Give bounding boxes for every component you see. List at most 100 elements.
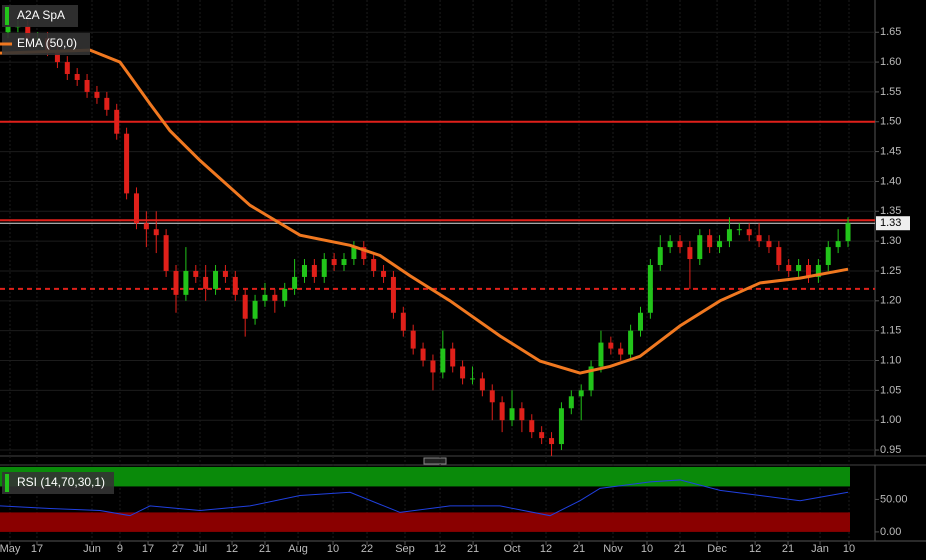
candle-body [766,241,772,248]
y-tick-label: 1.30 [880,235,901,247]
x-tick-label: Jul [193,543,207,555]
candle-body [84,79,90,92]
candle-body [726,229,732,242]
candle-body [54,50,60,63]
x-tick-label: 21 [259,543,271,555]
rsi-line [0,479,849,517]
candle-body [242,294,248,319]
candle-body [499,402,505,421]
y-tick-label: 1.25 [880,265,901,277]
candle-body [381,270,387,277]
candle-body [677,241,683,248]
candle-body [657,247,663,266]
candle-body [430,360,436,373]
candle-body [163,235,169,271]
candle-body [400,312,406,331]
candle-body [578,390,584,397]
candle-body [687,247,693,260]
candle-body [825,247,831,266]
y-tick-label: 1.50 [880,116,901,128]
candle-body [539,432,545,439]
x-tick-label: Jan [811,543,829,555]
legend-label: A2A SpA [17,8,65,22]
y-tick-label: 0.00 [880,526,901,538]
candle-body [173,270,179,295]
candle-body [321,259,327,277]
x-tick-label: 21 [467,543,479,555]
legend-icon [5,7,9,25]
candle-body [124,133,130,194]
candle-body [647,265,653,313]
y-tick-label: 1.00 [880,414,901,426]
x-tick-label: Sep [395,543,415,555]
y-tick-label: 1.05 [880,384,901,396]
ema-line [0,48,849,375]
candle-body [311,265,317,277]
candle-body [588,366,594,391]
candle-body [232,276,238,295]
legend-icon [5,474,9,492]
candle-body [697,235,703,260]
x-tick-label: 17 [31,543,43,555]
candle-body [667,241,673,248]
candle-body [222,270,228,277]
legend-label: EMA (50,0) [17,36,77,50]
candle-body [628,330,634,355]
y-tick-label: 1.60 [880,56,901,68]
candle-body [193,270,199,277]
x-tick-label: 9 [117,543,123,555]
x-tick-label: 12 [434,543,446,555]
candle-body [104,97,110,110]
candle-body [371,259,377,271]
x-tick-label: 21 [782,543,794,555]
candle-body [410,330,416,349]
candle-body [25,26,31,39]
candle-body [361,247,367,260]
candle-body [262,294,268,301]
x-tick-label: 27 [172,543,184,555]
y-tick-label: 1.55 [880,86,901,98]
x-tick-label: 12 [749,543,761,555]
candle-body [183,270,189,295]
candle-body [519,408,525,421]
candle-body [252,300,258,319]
x-tick-label: 12 [540,543,552,555]
candle-body [460,366,466,379]
candle-body [450,348,456,367]
candle-body [618,348,624,355]
candle-body [114,109,120,134]
candle-body [64,62,70,75]
legend-box [2,5,78,27]
candle-body [549,438,555,445]
candle-body [756,235,762,242]
x-tick-label: 10 [641,543,653,555]
candle-body [282,288,288,301]
x-tick-label: 10 [843,543,855,555]
x-tick-label: 22 [361,543,373,555]
x-tick-label: 17 [142,543,154,555]
candle-body [292,276,298,289]
candle-body [272,294,278,301]
candle-body [776,247,782,266]
candle-body [341,259,347,266]
x-tick-label: Oct [503,543,520,555]
y-tick-label: 1.15 [880,325,901,337]
candle-body [5,26,11,33]
panel-resize-handle[interactable] [423,457,447,465]
candle-body [845,223,851,242]
x-tick-label: 12 [226,543,238,555]
candle-body [815,265,821,277]
x-tick-label: Aug [288,543,308,555]
y-tick-label: 1.65 [880,26,901,38]
candle-body [786,265,792,271]
last-price-label: 1.33 [880,217,901,229]
x-tick-label: 10 [327,543,339,555]
candle-body [736,229,742,231]
candle-body [637,312,643,331]
candle-body [746,229,752,236]
x-tick-label: 21 [573,543,585,555]
candle-body [213,270,219,289]
